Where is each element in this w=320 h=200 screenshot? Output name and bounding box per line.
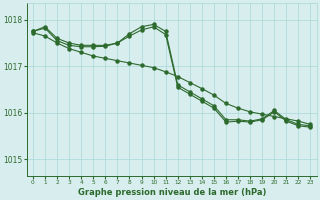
X-axis label: Graphe pression niveau de la mer (hPa): Graphe pression niveau de la mer (hPa) [77,188,266,197]
